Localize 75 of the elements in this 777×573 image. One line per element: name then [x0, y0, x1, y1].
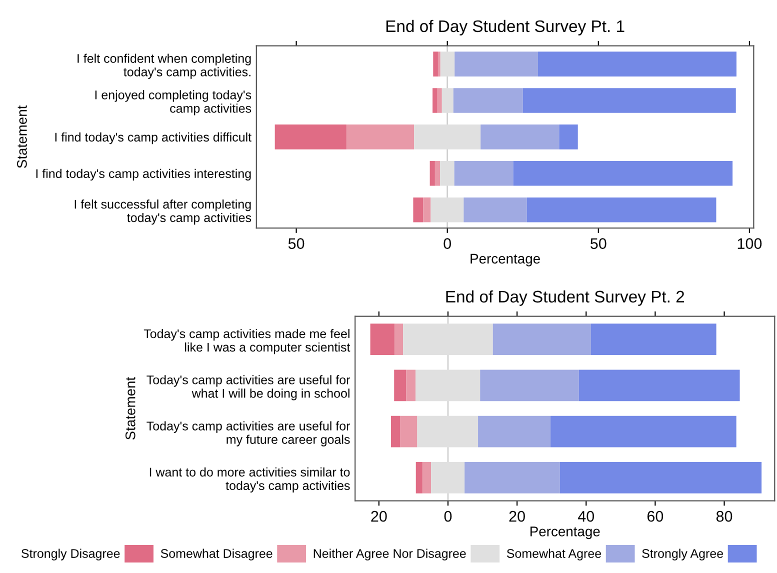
bar — [440, 52, 455, 76]
x-tick-label: 0 — [444, 238, 451, 249]
y-tick-label: Today's camp activities made me feel like I was a computer scientist — [144, 329, 350, 354]
bar — [394, 324, 404, 356]
x-axis-title: Percentage — [530, 526, 600, 540]
y-tick-label: I felt successful after completing today's camp activities — [74, 199, 252, 225]
y-tick-label: Today's camp activities are useful for what I will be doing in school — [146, 375, 350, 400]
x-axis-title: Percentage — [470, 254, 540, 266]
y-axis-title: Statement — [125, 376, 136, 440]
bar — [430, 161, 435, 186]
bar — [464, 462, 560, 494]
bar — [406, 370, 416, 402]
x-tick-label: 80 — [716, 510, 732, 522]
bar — [478, 416, 551, 448]
x-tick-label: 20 — [371, 510, 387, 522]
bar — [416, 462, 422, 494]
bar — [454, 161, 514, 186]
bar — [274, 124, 346, 150]
bar — [431, 462, 465, 494]
bar — [432, 88, 438, 113]
bar — [590, 324, 716, 356]
bar — [346, 124, 414, 150]
bar — [430, 197, 464, 222]
x-tick-label: 50 — [288, 238, 304, 249]
bar — [513, 161, 733, 186]
bar — [440, 161, 454, 186]
bar — [414, 124, 481, 150]
y-tick-label: I felt confident when completing today's camp activities. — [78, 54, 251, 79]
y-tick-label: I find today's camp activities difficult — [55, 132, 252, 144]
chart-title: End of Day Student Survey Pt. 1 — [386, 20, 624, 36]
bar — [578, 370, 740, 402]
bar — [538, 52, 736, 76]
x-tick-label: 100 — [738, 238, 762, 249]
bar — [434, 161, 440, 186]
legend-label: Strongly Disagree — [22, 548, 120, 560]
bar — [560, 462, 762, 494]
bar — [416, 370, 480, 402]
legend-label: Strongly Agree — [642, 548, 724, 560]
bar — [423, 197, 431, 222]
bar — [480, 124, 560, 150]
bar — [394, 370, 406, 402]
bar — [522, 88, 736, 113]
x-tick-label: 20 — [509, 510, 525, 522]
bar — [391, 416, 400, 448]
bar — [464, 197, 527, 222]
y-axis-title: Statement — [17, 105, 27, 168]
bar — [433, 52, 438, 76]
x-tick-label: 60 — [647, 510, 664, 522]
bar — [453, 88, 523, 113]
legend-label: Neither Agree Nor Disagree — [314, 548, 466, 560]
bar — [550, 416, 736, 448]
bar — [526, 197, 716, 222]
y-tick-label: I want to do more activities similar to today's camp activities — [150, 467, 350, 492]
y-tick-label: Today's camp activities are useful for my future career goals — [146, 421, 350, 446]
x-tick-label: 40 — [578, 510, 594, 522]
bar — [422, 462, 432, 494]
bar — [442, 88, 454, 113]
y-tick-label: I find today's camp activities interesting — [36, 168, 251, 181]
bar — [413, 197, 424, 222]
bar — [437, 88, 442, 113]
legend-label: Somewhat Disagree — [160, 548, 272, 560]
y-tick-label: I enjoyed completing today's camp activities — [95, 90, 252, 116]
bar — [454, 52, 538, 76]
x-tick-label: 50 — [590, 238, 606, 249]
bar — [370, 324, 394, 356]
bar — [403, 324, 493, 356]
chart-title: End of Day Student Survey Pt. 2 — [446, 290, 684, 306]
bar — [480, 370, 579, 402]
bar — [400, 416, 418, 448]
x-tick-label: 0 — [444, 510, 452, 522]
bar — [559, 124, 578, 150]
legend-label: Somewhat Agree — [506, 548, 602, 560]
bar — [438, 52, 440, 76]
bar — [492, 324, 591, 356]
bar — [417, 416, 478, 448]
